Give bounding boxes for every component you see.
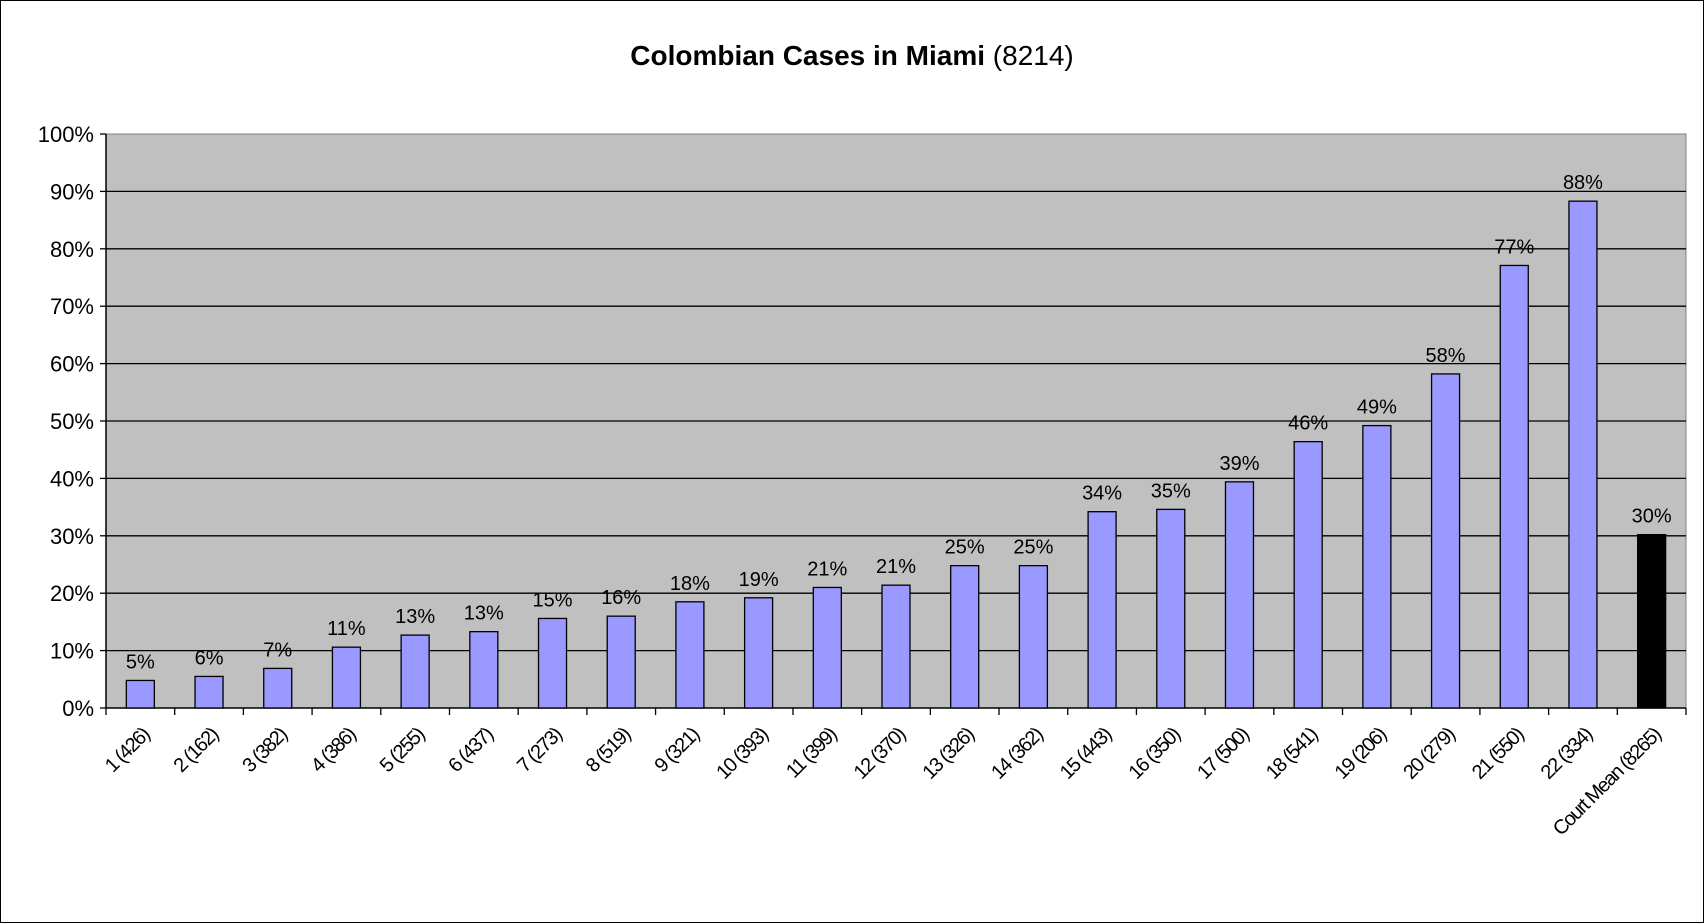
data-label: 25% (945, 537, 985, 559)
bar (675, 601, 705, 709)
data-label: 11% (327, 618, 366, 640)
bar (606, 615, 636, 709)
bar (1430, 373, 1461, 709)
data-label: 6% (195, 647, 224, 669)
data-label: 34% (1082, 483, 1122, 505)
bar (950, 564, 980, 709)
bar (194, 675, 224, 709)
bar (1224, 481, 1255, 709)
category-label: 8 (519) (582, 723, 636, 777)
data-label: 58% (1426, 345, 1466, 367)
category-label: 2 (162) (170, 723, 224, 777)
data-label: 30% (1632, 506, 1672, 528)
category-label: 18 (541) (1262, 723, 1322, 783)
data-label: 88% (1563, 172, 1603, 194)
y-tick-label: 100% (38, 122, 94, 147)
bar (331, 646, 362, 709)
data-label: 49% (1357, 397, 1397, 419)
data-label: 19% (739, 569, 779, 591)
category-label: 4 (386) (307, 723, 361, 777)
data-label: 46% (1288, 413, 1328, 435)
data-label: 18% (670, 573, 710, 595)
category-label: 1 (426) (101, 723, 155, 777)
category-label: 3 (382) (238, 723, 292, 777)
category-label: 20 (279) (1399, 723, 1459, 783)
data-label: 13% (395, 606, 435, 628)
data-label: 77% (1494, 236, 1534, 258)
data-label: 35% (1151, 480, 1191, 502)
category-label: 16 (350) (1125, 723, 1185, 783)
bar (1568, 200, 1598, 709)
data-label: 13% (464, 603, 504, 625)
bar (743, 597, 774, 709)
data-label: 16% (601, 587, 641, 609)
data-label: 15% (533, 589, 573, 611)
data-label: 21% (876, 556, 916, 578)
y-tick-label: 80% (50, 237, 94, 262)
bar (1637, 534, 1667, 709)
y-tick-label: 60% (50, 352, 94, 377)
chart-title-suffix: (8214) (992, 40, 1074, 71)
data-label: 21% (807, 558, 847, 580)
y-tick-label: 40% (50, 466, 94, 491)
bar (1156, 508, 1186, 709)
category-label: 6 (437) (444, 723, 498, 777)
category-label: 19 (206) (1331, 723, 1391, 783)
bar (1499, 264, 1529, 709)
y-tick-label: 10% (50, 639, 94, 664)
category-label: 10 (393) (712, 723, 772, 783)
category-label: 11 (399) (782, 723, 841, 782)
category-label: 12 (370) (850, 723, 910, 783)
bar (125, 679, 155, 709)
bar (812, 586, 842, 709)
bar (1018, 564, 1049, 709)
y-tick-label: 0% (62, 696, 94, 721)
data-label: 25% (1013, 537, 1053, 559)
y-tick-label: 50% (50, 409, 94, 434)
category-label: 15 (443) (1056, 723, 1116, 783)
y-tick-label: 90% (50, 179, 94, 204)
y-tick-label: 30% (50, 524, 94, 549)
category-label: 17 (500) (1193, 723, 1253, 783)
data-label: 39% (1219, 453, 1259, 475)
category-label: 9 (321) (651, 723, 705, 777)
y-tick-label: 20% (50, 581, 94, 606)
bar (1087, 511, 1117, 709)
bar (1362, 424, 1392, 709)
chart-title: Colombian Cases in Miami (8214) (0, 40, 1704, 72)
bar (263, 667, 293, 709)
data-label: 5% (126, 651, 155, 673)
category-label: 13 (326) (918, 723, 978, 783)
category-label: 14 (362) (987, 723, 1047, 783)
bar (400, 634, 430, 709)
bar (537, 617, 568, 709)
y-tick-label: 70% (50, 294, 94, 319)
category-label: 21 (550) (1468, 723, 1528, 783)
category-label: 5 (255) (376, 723, 430, 777)
bar (881, 584, 911, 709)
category-label: 7 (273) (513, 723, 567, 777)
bar (469, 631, 499, 709)
bar (1293, 441, 1323, 709)
category-label: 22 (334) (1537, 723, 1597, 783)
chart-title-main: Colombian Cases in Miami (630, 40, 986, 71)
data-label: 7% (263, 639, 292, 661)
